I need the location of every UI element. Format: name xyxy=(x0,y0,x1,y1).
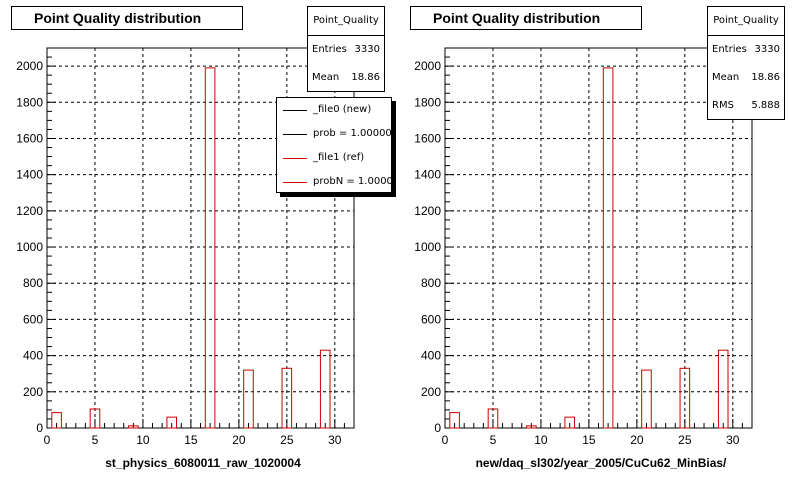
y-tick-label: 1200 xyxy=(414,204,441,218)
x-tick-label: 20 xyxy=(232,433,246,447)
histogram-bar xyxy=(89,408,101,429)
legend-item-probn: probN = 1.000000 xyxy=(277,170,391,192)
legend-item-file1: _file1 (ref) xyxy=(277,146,391,170)
y-tick-label: 400 xyxy=(23,349,43,363)
plot-frame xyxy=(444,47,753,429)
histogram-bar xyxy=(51,412,62,429)
histogram-bar xyxy=(487,408,499,429)
right-stats-mean: Mean 18.86 xyxy=(712,72,780,83)
y-tick-label: 400 xyxy=(421,349,441,363)
histogram-bar xyxy=(281,367,293,429)
y-tick-label: 800 xyxy=(421,276,441,290)
legend-item-file0: _file0 (new) xyxy=(277,98,391,122)
histogram-bar xyxy=(166,416,178,429)
histogram-bar xyxy=(717,349,729,429)
histogram-bar xyxy=(243,369,254,429)
histogram-bar xyxy=(679,367,691,429)
histogram-bar xyxy=(564,416,576,429)
right-stats-rms: RMS 5.888 xyxy=(712,100,780,111)
histogram-bar xyxy=(641,369,652,429)
right-xlabel: new/daq_sl302/year_2005/CuCu62_MinBias/ xyxy=(475,456,727,470)
right-title-box: Point Quality distribution xyxy=(410,6,642,30)
y-tick-label: 1000 xyxy=(16,240,43,254)
left-xlabel: st_physics_6080011_raw_1020004 xyxy=(105,456,301,470)
y-tick-label: 1400 xyxy=(16,168,43,182)
legend-item-prob: prob = 1.000000 xyxy=(277,122,391,146)
x-tick-label: 25 xyxy=(280,433,294,447)
y-tick-label: 2000 xyxy=(16,59,43,73)
y-tick-label: 800 xyxy=(23,276,43,290)
left-title: Point Quality distribution xyxy=(34,10,202,26)
y-tick-label: 1600 xyxy=(16,131,43,145)
y-tick-label: 200 xyxy=(23,385,43,399)
y-tick-label: 1200 xyxy=(16,204,43,218)
left-stats-entries: Entries 3330 xyxy=(312,44,380,55)
x-tick-label: 10 xyxy=(136,433,150,447)
y-tick-label: 0 xyxy=(434,421,441,435)
histogram-bar xyxy=(319,349,331,429)
y-tick-label: 1600 xyxy=(414,131,441,145)
x-tick-label: 20 xyxy=(630,433,644,447)
y-tick-label: 1400 xyxy=(414,168,441,182)
x-tick-label: 30 xyxy=(726,433,740,447)
x-tick-label: 10 xyxy=(534,433,548,447)
y-tick-label: 0 xyxy=(36,421,43,435)
legend-swatch xyxy=(283,158,307,159)
left-stats-mean: Mean 18.86 xyxy=(312,72,380,83)
left-title-box: Point Quality distribution xyxy=(11,6,243,30)
x-tick-label: 30 xyxy=(328,433,342,447)
y-tick-label: 200 xyxy=(421,385,441,399)
x-tick-label: 5 xyxy=(92,433,99,447)
y-tick-label: 1000 xyxy=(414,240,441,254)
x-tick-label: 0 xyxy=(44,433,51,447)
y-tick-label: 1800 xyxy=(414,95,441,109)
right-title: Point Quality distribution xyxy=(433,10,601,26)
left-stats-name: Point_Quality xyxy=(308,7,384,36)
y-tick-label: 600 xyxy=(23,312,43,326)
y-tick-label: 600 xyxy=(421,312,441,326)
x-tick-label: 5 xyxy=(490,433,497,447)
right-stats-entries: Entries 3330 xyxy=(712,44,780,55)
x-tick-label: 25 xyxy=(678,433,692,447)
legend-swatch xyxy=(283,110,307,111)
y-tick-label: 1800 xyxy=(16,95,43,109)
histogram-bar xyxy=(526,425,537,429)
right-stats-box[interactable]: Point_Quality Entries 3330 Mean 18.86 RM… xyxy=(707,6,785,120)
left-stats-box[interactable]: Point_Quality Entries 3330 Mean 18.86 xyxy=(307,6,385,92)
legend-swatch xyxy=(283,134,307,135)
histogram-bar xyxy=(449,412,460,429)
right-stats-name: Point_Quality xyxy=(708,7,784,36)
histogram-bar xyxy=(602,67,614,429)
y-tick-label: 2000 xyxy=(414,59,441,73)
histogram-bar xyxy=(128,425,139,429)
x-tick-label: 0 xyxy=(442,433,449,447)
plot-right: 0 5 10 15 20 25 30 0 200 400 600 800 1000 1200 1400 160… xyxy=(414,47,753,447)
left-legend[interactable]: _file0 (new) prob = 1.000000 _file1 (ref… xyxy=(276,97,392,193)
legend-swatch xyxy=(283,182,307,183)
histogram-bar xyxy=(204,67,216,429)
x-tick-label: 15 xyxy=(184,433,198,447)
x-tick-label: 15 xyxy=(582,433,596,447)
